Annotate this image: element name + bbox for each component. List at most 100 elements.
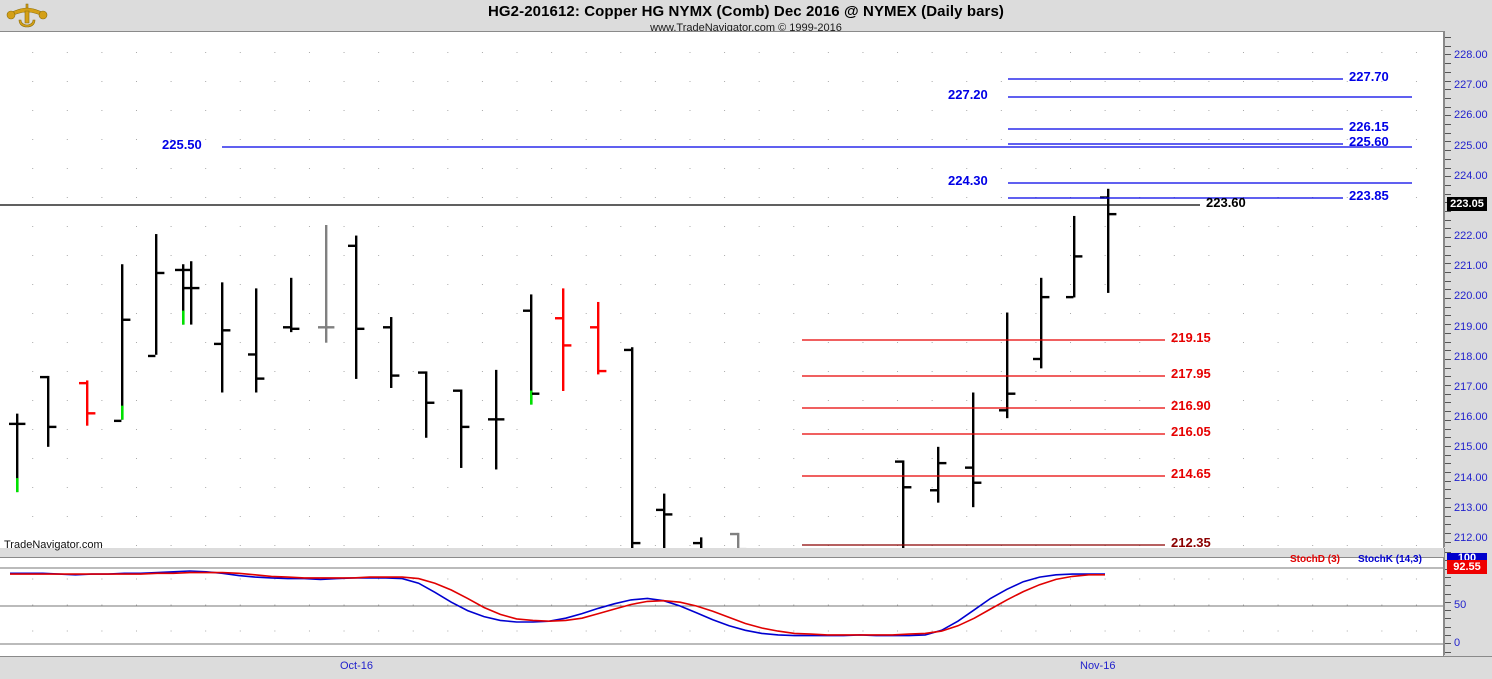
level-label[interactable]: 216.90 [1171, 398, 1211, 413]
level-label[interactable]: 224.30 [948, 173, 988, 188]
axis-tick-mark [1445, 342, 1451, 343]
axis-tick-mark [1445, 246, 1451, 247]
price-tick-label: 213.00 [1445, 501, 1492, 515]
level-label[interactable]: 225.50 [162, 137, 202, 152]
axis-tick-mark [1445, 133, 1451, 134]
level-label[interactable]: 226.15 [1349, 119, 1389, 134]
price-tick-label: 216.00 [1445, 410, 1492, 424]
price-tick-label: 224.00 [1445, 169, 1492, 183]
axis-tick-mark [1445, 507, 1451, 508]
axis-tick-mark [1445, 220, 1451, 221]
axis-tick-mark [1445, 618, 1451, 619]
level-label[interactable]: 216.05 [1171, 424, 1211, 439]
axis-tick-mark [1445, 333, 1451, 334]
level-label[interactable]: 227.20 [948, 87, 988, 102]
axis-tick-mark [1445, 635, 1451, 636]
price-tick-label: 212.00 [1445, 531, 1492, 545]
axis-tick-mark [1445, 643, 1451, 644]
price-tick-label: 225.00 [1445, 139, 1492, 153]
price-tick-label: 228.00 [1445, 48, 1492, 62]
level-label[interactable]: 217.95 [1171, 366, 1211, 381]
axis-tick-mark [1445, 315, 1451, 316]
axis-tick-mark [1445, 420, 1451, 421]
price-tick-label: 222.00 [1445, 229, 1492, 243]
axis-tick-mark [1445, 63, 1451, 64]
axis-tick-mark [1445, 298, 1451, 299]
price-axis[interactable]: 228.00 227.00 226.00 225.00 224.00 222.00 221.… [1444, 31, 1492, 547]
axis-tick-mark [1445, 585, 1451, 586]
legend-stochd[interactable]: StochD (3) [1290, 554, 1340, 565]
axis-tick-mark [1445, 359, 1451, 360]
axis-tick-mark [1445, 150, 1451, 151]
axis-tick-mark [1445, 402, 1451, 403]
axis-tick-mark [1445, 185, 1451, 186]
legend-stochk[interactable]: StochK (14,3) [1358, 554, 1422, 565]
date-tick-label: Oct-16 [340, 660, 373, 672]
axis-tick-mark [1445, 498, 1451, 499]
level-label[interactable]: 227.70 [1349, 69, 1389, 84]
axis-tick-mark [1445, 376, 1451, 377]
pane-divider [0, 548, 1443, 557]
axis-tick-mark [1445, 594, 1451, 595]
axis-tick-mark [1445, 54, 1451, 55]
last-price-badge: 223.05 [1447, 197, 1487, 211]
axis-tick-mark [1445, 141, 1451, 142]
stochastic-pane[interactable] [0, 557, 1444, 656]
watermark: TradeNavigator.com [4, 539, 103, 551]
axis-tick-mark [1445, 324, 1451, 325]
chart-title: HG2-201612: Copper HG NYMX (Comb) Dec 20… [0, 3, 1492, 20]
axis-tick-mark [1445, 255, 1451, 256]
axis-tick-mark [1445, 350, 1451, 351]
axis-tick-mark [1445, 533, 1451, 534]
price-tick-label: 226.00 [1445, 108, 1492, 122]
axis-tick-mark [1445, 627, 1451, 628]
axis-tick-mark [1445, 472, 1451, 473]
axis-tick-mark [1445, 437, 1451, 438]
axis-tick-mark [1445, 289, 1451, 290]
price-tick-label: 214.00 [1445, 471, 1492, 485]
axis-tick-mark [1445, 489, 1451, 490]
price-tick-label: 227.00 [1445, 78, 1492, 92]
level-label[interactable]: 219.15 [1171, 330, 1211, 345]
level-label[interactable]: 214.65 [1171, 466, 1211, 481]
price-tick-label: 215.00 [1445, 440, 1492, 454]
stochastic-tick-label: 0 [1445, 636, 1492, 650]
stochastic-value-badge: 92.55 [1447, 560, 1487, 574]
axis-tick-mark [1445, 159, 1451, 160]
price-tick-label: 219.00 [1445, 320, 1492, 334]
axis-tick-mark [1445, 429, 1451, 430]
date-tick-label: Nov-16 [1080, 660, 1115, 672]
axis-tick-mark [1445, 516, 1451, 517]
axis-tick-mark [1445, 228, 1451, 229]
axis-tick-mark [1445, 446, 1451, 447]
axis-tick-mark [1445, 368, 1451, 369]
level-label[interactable]: 225.60 [1349, 134, 1389, 149]
axis-tick-mark [1445, 307, 1451, 308]
price-chart-pane[interactable] [0, 31, 1444, 548]
axis-tick-mark [1445, 72, 1451, 73]
date-axis[interactable]: Oct-16 Nov-16 [0, 656, 1492, 679]
axis-tick-mark [1445, 542, 1451, 543]
axis-tick-mark [1445, 272, 1451, 273]
axis-tick-mark [1445, 411, 1451, 412]
axis-tick-mark [1445, 463, 1451, 464]
level-label[interactable]: 223.60 [1206, 195, 1246, 210]
axis-tick-mark [1445, 89, 1451, 90]
level-label[interactable]: 223.85 [1349, 188, 1389, 203]
price-tick-label: 221.00 [1445, 259, 1492, 273]
price-tick-label: 218.00 [1445, 350, 1492, 364]
axis-tick-mark [1445, 237, 1451, 238]
stochastic-series [10, 571, 1105, 636]
axis-tick-mark [1445, 577, 1451, 578]
stochastic-tick-label: 50 [1445, 598, 1492, 612]
chart-header: HG2-201612: Copper HG NYMX (Comb) Dec 20… [0, 0, 1492, 30]
axis-tick-mark [1445, 194, 1451, 195]
price-tick-label: 217.00 [1445, 380, 1492, 394]
axis-tick-mark [1445, 168, 1451, 169]
axis-tick-mark [1445, 37, 1451, 38]
level-lines [0, 32, 1443, 548]
axis-tick-mark [1445, 385, 1451, 386]
axis-tick-mark [1445, 263, 1451, 264]
axis-tick-mark [1445, 394, 1451, 395]
